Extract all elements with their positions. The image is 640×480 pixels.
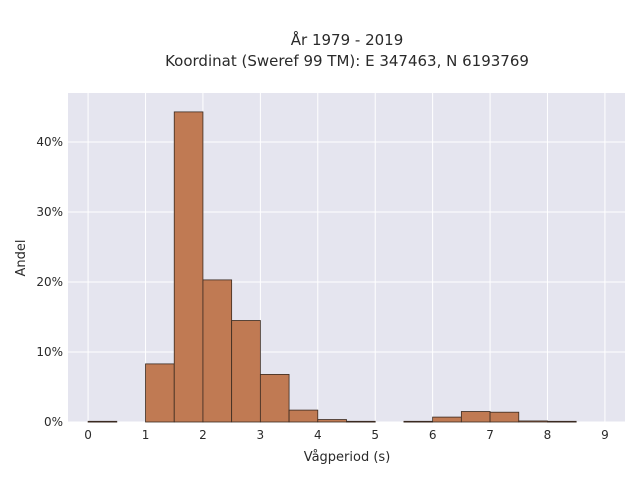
y-tick-label: 0%	[44, 415, 63, 429]
x-tick-label: 3	[257, 428, 265, 442]
histogram-bar	[460, 411, 491, 423]
histogram-bar	[87, 420, 118, 423]
y-tick-label: 10%	[36, 345, 63, 359]
histogram-bar	[173, 111, 204, 423]
y-tick-label: 30%	[36, 205, 63, 219]
histogram-bar	[317, 419, 347, 423]
x-tick-label: 2	[199, 428, 207, 442]
histogram-bar	[346, 420, 376, 423]
x-tick-label: 8	[544, 428, 552, 442]
histogram-bar	[202, 279, 233, 423]
histogram-bar	[403, 420, 434, 423]
histogram-bar	[145, 363, 175, 423]
x-axis-label: Vågperiod (s)	[304, 450, 391, 465]
histogram-bar	[432, 416, 462, 423]
bars	[87, 111, 577, 423]
chart-subtitle: Koordinat (Sweref 99 TM): E 347463, N 61…	[165, 52, 529, 70]
x-tick-label: 4	[314, 428, 322, 442]
histogram-bar	[547, 420, 577, 423]
histogram-bar	[288, 409, 319, 423]
x-tick-label: 5	[371, 428, 379, 442]
y-axis-ticks: 0% 10% 20% 30% 40%	[36, 135, 63, 429]
y-tick-label: 40%	[36, 135, 63, 149]
x-tick-label: 0	[84, 428, 92, 442]
chart-title: År 1979 - 2019	[291, 30, 404, 49]
x-tick-label: 6	[429, 428, 437, 442]
x-tick-label: 9	[601, 428, 609, 442]
histogram-bar	[231, 320, 261, 423]
y-tick-label: 20%	[36, 275, 63, 289]
x-axis-ticks: 0 1 2 3 4 5 6 7 8 9	[84, 428, 608, 442]
x-tick-label: 1	[142, 428, 150, 442]
histogram-bar	[489, 411, 520, 423]
histogram-bar	[518, 420, 548, 423]
x-tick-label: 7	[486, 428, 494, 442]
histogram-bar	[259, 373, 290, 423]
y-axis-label: Andel	[14, 240, 29, 277]
